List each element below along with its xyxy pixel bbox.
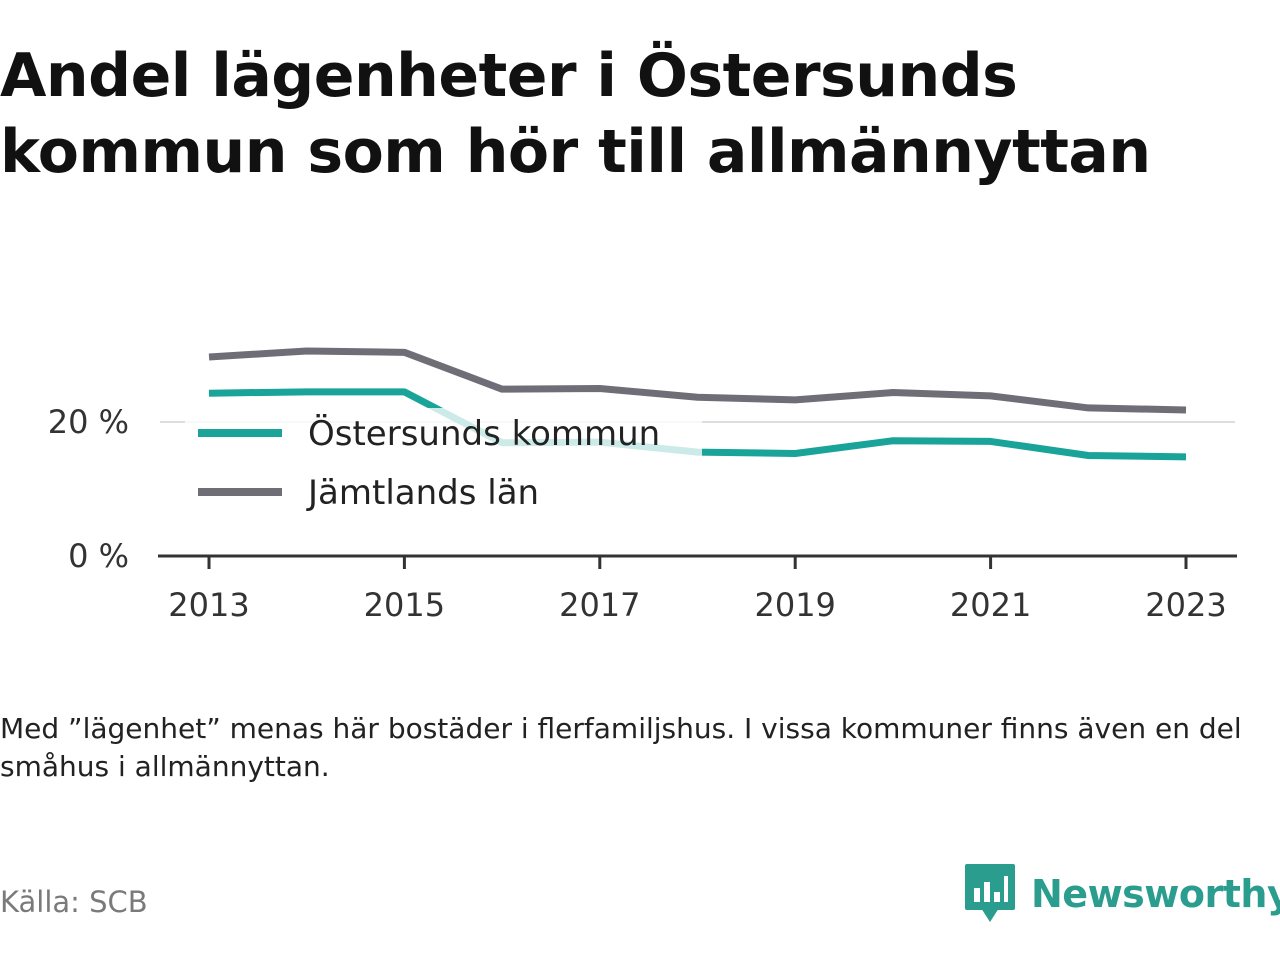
chart-title: Andel lägenheter i Östersunds kommun som… xyxy=(0,41,1151,187)
line-chart: 0 % 20 % 2013 2015 2017 2019 2021 2023 Östersu… xyxy=(48,347,1237,624)
newsworthy-logo-icon xyxy=(965,864,1015,922)
x-tick-label: 2023 xyxy=(1145,586,1226,624)
x-tick-label: 2021 xyxy=(950,586,1031,624)
source-label: Källa: SCB xyxy=(0,885,148,919)
x-tick-label: 2017 xyxy=(559,586,640,624)
y-tick-label: 20 % xyxy=(48,403,129,441)
x-axis: 2013 2015 2017 2019 2021 2023 xyxy=(158,554,1237,624)
x-tick-label: 2015 xyxy=(364,586,445,624)
brand-logo[interactable]: Newsworthy xyxy=(963,862,1280,926)
legend-background xyxy=(185,408,702,520)
legend: Östersunds kommun Jämtlands län xyxy=(185,408,702,520)
brand-name: Newsworthy xyxy=(1031,872,1280,916)
legend-label: Östersunds kommun xyxy=(308,413,660,454)
y-axis-ticks: 0 % 20 % xyxy=(48,403,129,575)
x-tick-label: 2013 xyxy=(168,586,249,624)
y-tick-label: 0 % xyxy=(68,537,129,575)
series-line xyxy=(208,347,1187,414)
legend-label: Jämtlands län xyxy=(306,473,539,513)
x-tick-label: 2019 xyxy=(754,586,835,624)
chart-note: Med ”lägenhet” menas här bostäder i fler… xyxy=(0,712,1242,783)
